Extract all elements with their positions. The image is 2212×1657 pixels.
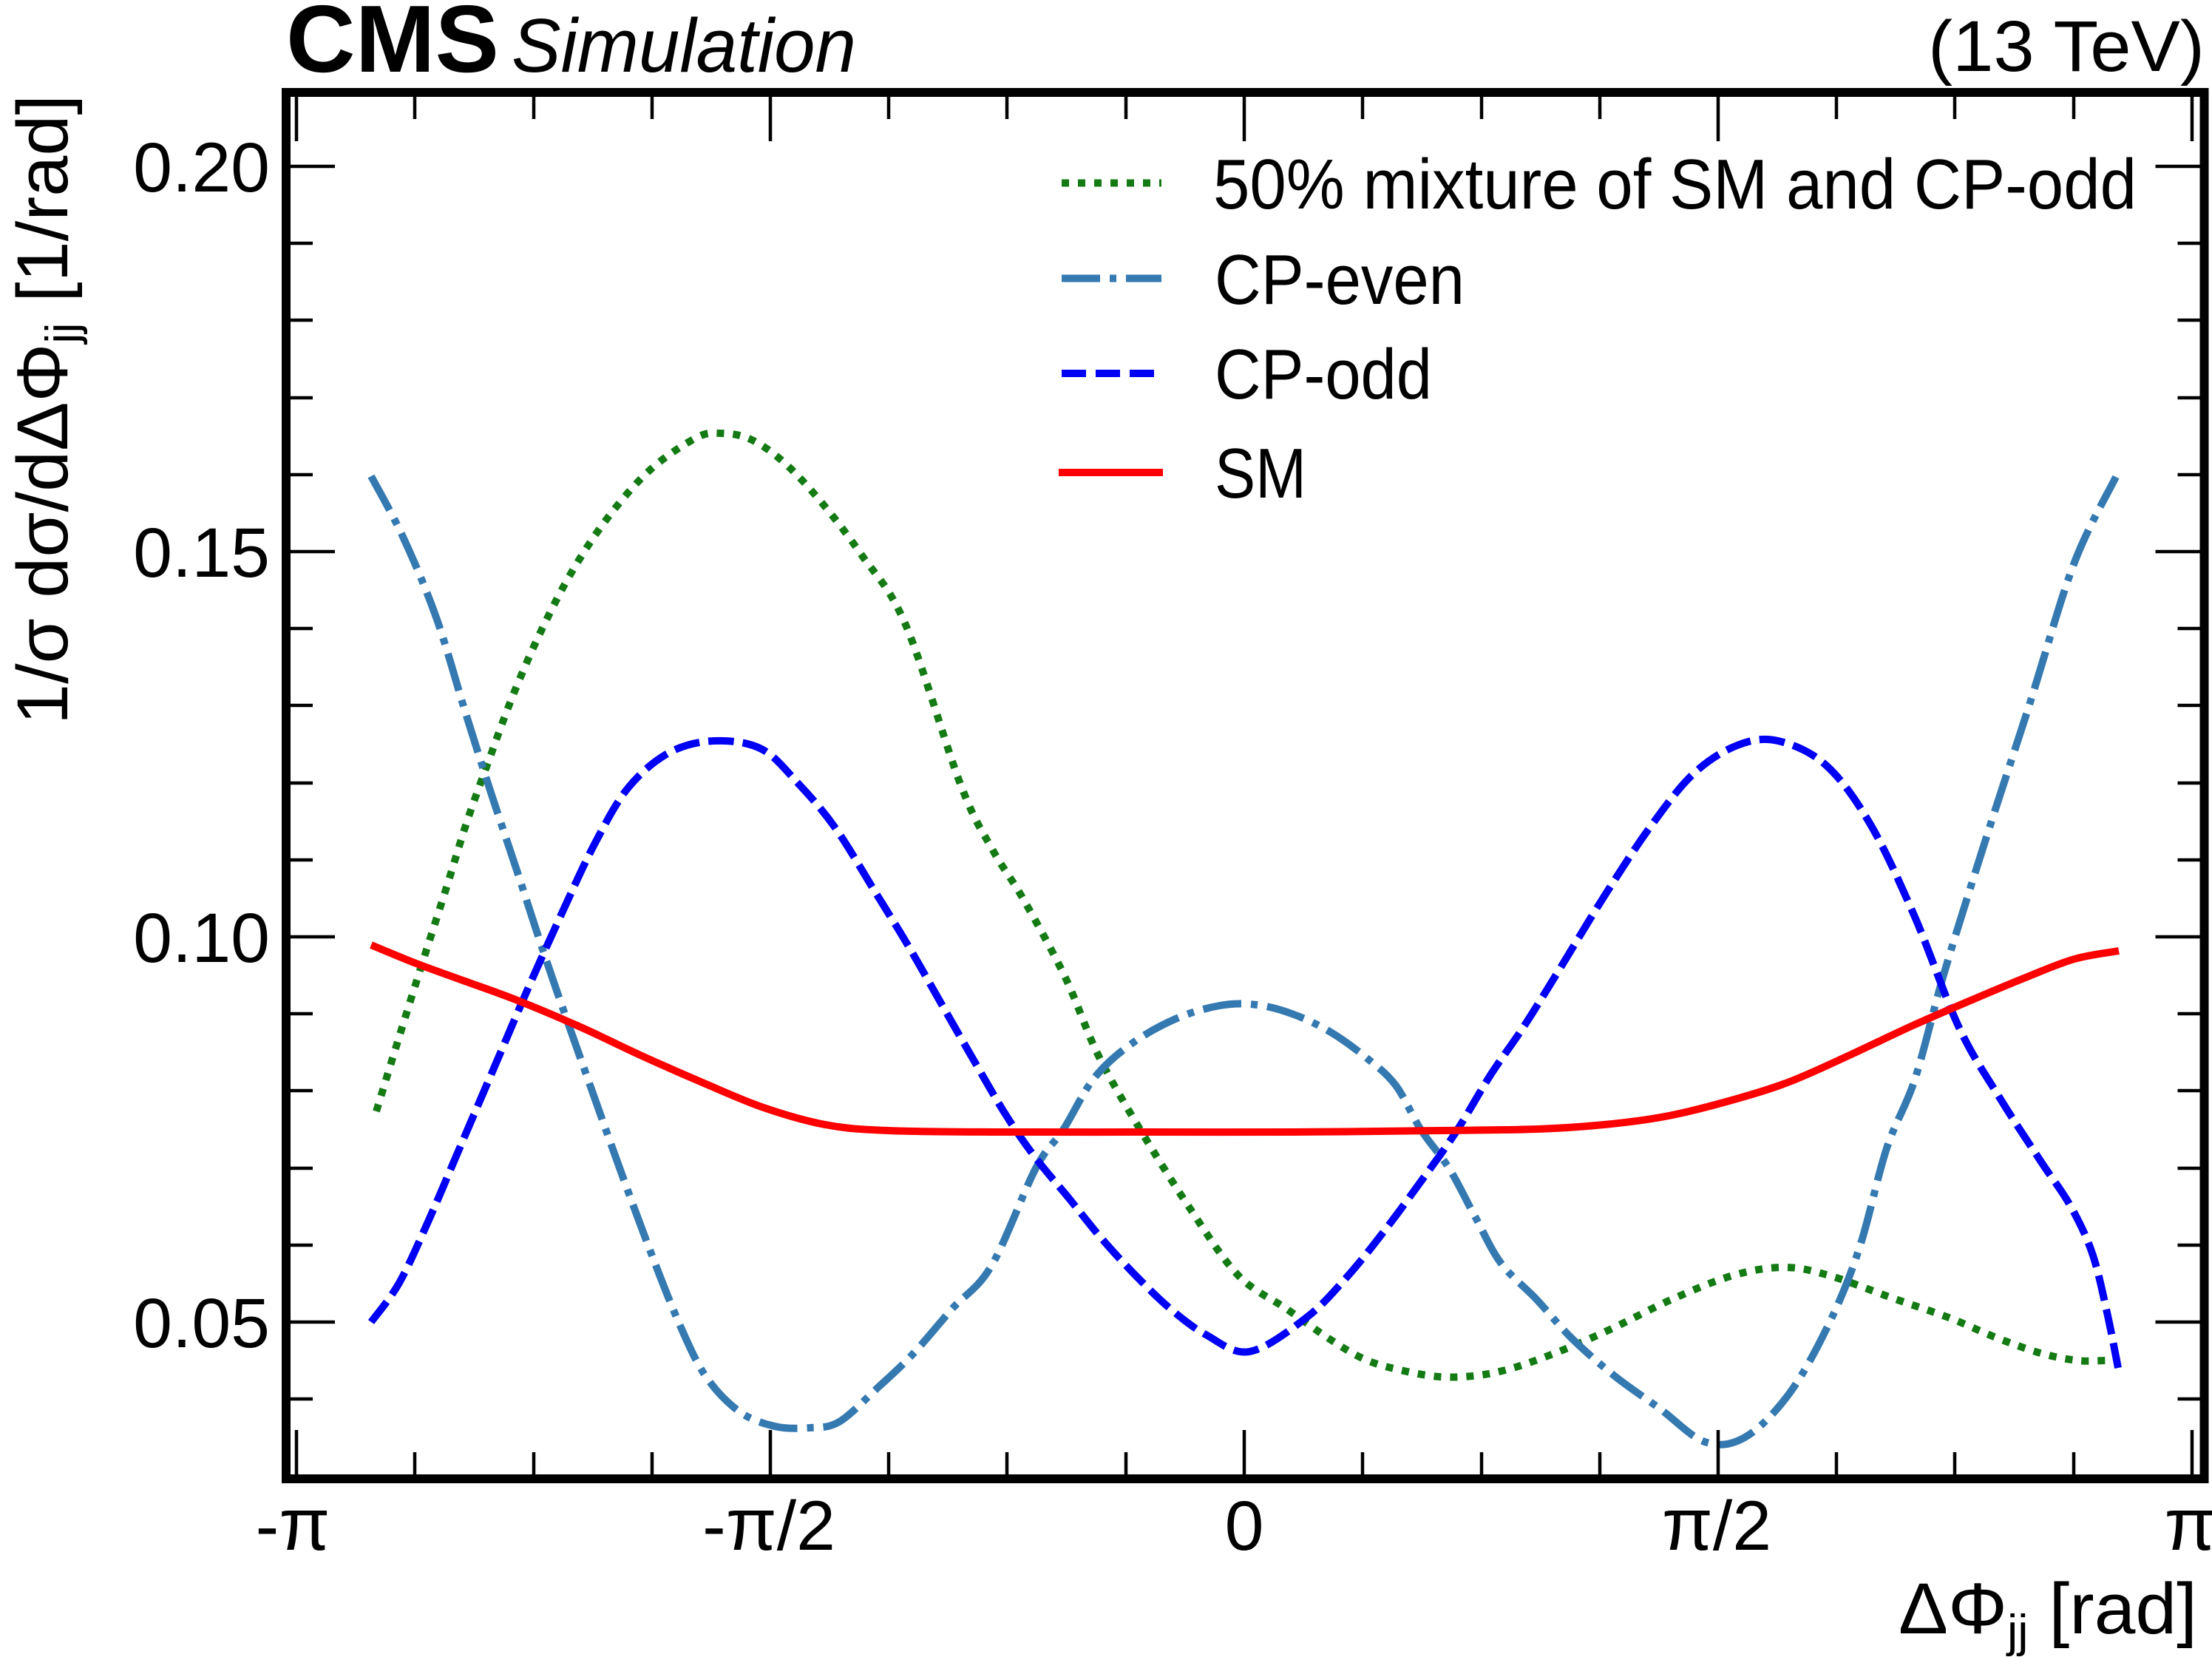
svg-text:CP-odd: CP-odd bbox=[1215, 335, 1432, 414]
svg-text:CP-even: CP-even bbox=[1215, 240, 1465, 319]
svg-text:0.10: 0.10 bbox=[133, 899, 270, 977]
svg-text:-π: -π bbox=[256, 1483, 330, 1566]
svg-text:(13 TeV): (13 TeV) bbox=[1928, 6, 2205, 87]
svg-text:π/2: π/2 bbox=[1662, 1483, 1771, 1566]
svg-text:0.15: 0.15 bbox=[133, 514, 270, 592]
svg-text:0: 0 bbox=[1225, 1487, 1264, 1565]
svg-text:CMS: CMS bbox=[286, 0, 499, 92]
svg-text:SM: SM bbox=[1215, 434, 1306, 513]
svg-text:-π/2: -π/2 bbox=[702, 1483, 835, 1566]
svg-text:ΔΦjj [rad]: ΔΦjj [rad] bbox=[1899, 1568, 2197, 1657]
svg-text:50% mixture of SM and CP-odd: 50% mixture of SM and CP-odd bbox=[1213, 145, 2137, 224]
svg-text:0.20: 0.20 bbox=[133, 129, 270, 207]
svg-text:1/σ dσ/dΔΦjj [1/rad]: 1/σ dσ/dΔΦjj [1/rad] bbox=[2, 95, 88, 725]
svg-text:π: π bbox=[2165, 1483, 2212, 1566]
svg-text:0.05: 0.05 bbox=[133, 1284, 270, 1363]
svg-text:Simulation: Simulation bbox=[512, 3, 856, 88]
